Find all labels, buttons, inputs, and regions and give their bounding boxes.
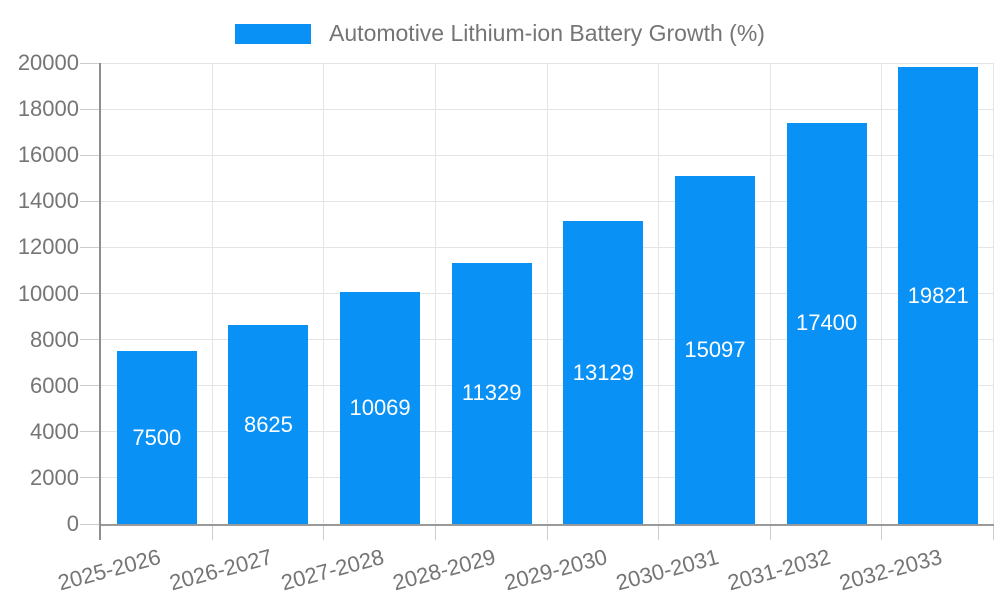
bar[interactable]: 17400 bbox=[786, 122, 867, 524]
x-gridline bbox=[323, 63, 325, 524]
bar-value-label: 10069 bbox=[349, 394, 411, 420]
legend-swatch bbox=[235, 23, 312, 44]
y-gridline bbox=[101, 431, 994, 433]
bar[interactable]: 8625 bbox=[228, 325, 309, 524]
bar-value-label: 19821 bbox=[907, 282, 969, 308]
bar-value-label: 17400 bbox=[795, 310, 858, 336]
x-tick bbox=[881, 526, 883, 540]
y-axis-tick-label: 10000 bbox=[17, 280, 79, 306]
x-gridline bbox=[658, 63, 660, 524]
y-gridline bbox=[101, 246, 994, 248]
plot-area: 7500 8625 10069 11329 13129 15097 17400 19821 bbox=[80, 62, 994, 540]
y-tick bbox=[80, 108, 99, 110]
y-axis-tick-extension bbox=[99, 524, 101, 540]
bar-value-label: 11329 bbox=[461, 380, 522, 406]
bar[interactable]: 19821 bbox=[898, 67, 979, 524]
plot-right-border bbox=[993, 63, 994, 524]
y-tick bbox=[80, 477, 99, 479]
x-tick bbox=[323, 526, 325, 540]
bar[interactable]: 7500 bbox=[116, 351, 197, 524]
bar[interactable]: 11329 bbox=[451, 262, 532, 524]
y-gridline bbox=[101, 154, 994, 156]
chart-legend[interactable]: Automotive Lithium-ion Battery Growth (%… bbox=[0, 20, 1000, 47]
y-tick bbox=[80, 385, 99, 387]
bar[interactable]: 10069 bbox=[340, 291, 421, 524]
y-tick bbox=[80, 62, 99, 64]
y-tick bbox=[80, 431, 99, 433]
y-axis-tick-label: 0 bbox=[66, 511, 79, 536]
y-tick bbox=[80, 339, 99, 341]
x-gridline bbox=[546, 63, 548, 524]
y-tick bbox=[80, 154, 99, 156]
x-gridline bbox=[434, 63, 436, 524]
y-axis-tick-label: 20000 bbox=[17, 50, 79, 75]
y-gridline bbox=[101, 339, 994, 341]
y-tick bbox=[80, 523, 99, 525]
y-axis-tick-label: 18000 bbox=[17, 96, 79, 122]
y-gridline bbox=[101, 385, 994, 387]
bar-value-label: 8625 bbox=[243, 411, 293, 437]
y-gridline bbox=[101, 293, 994, 294]
y-gridline bbox=[101, 200, 994, 202]
bar[interactable]: 13129 bbox=[563, 221, 644, 524]
y-axis-tick-label: 8000 bbox=[30, 326, 79, 352]
bar-value-label: 7500 bbox=[132, 424, 182, 450]
x-tick bbox=[769, 526, 771, 540]
x-gridline bbox=[881, 63, 883, 524]
y-axis-tick-label: 4000 bbox=[30, 418, 79, 444]
y-tick bbox=[80, 200, 99, 202]
x-tick bbox=[546, 526, 548, 540]
bar-value-label: 13129 bbox=[572, 359, 634, 385]
bar-value-label: 15097 bbox=[684, 337, 746, 362]
y-gridline bbox=[101, 62, 994, 64]
y-gridline bbox=[101, 108, 994, 110]
y-axis-tick-label: 2000 bbox=[30, 464, 79, 490]
x-tick bbox=[658, 526, 660, 540]
y-axis-tick-label: 6000 bbox=[30, 372, 79, 398]
bar[interactable]: 15097 bbox=[674, 176, 755, 524]
x-tick bbox=[434, 526, 436, 540]
y-axis-tick-label: 16000 bbox=[17, 142, 79, 168]
x-tick bbox=[993, 526, 994, 540]
x-gridline bbox=[769, 63, 771, 524]
x-gridline bbox=[211, 63, 213, 524]
y-tick bbox=[80, 293, 99, 294]
x-tick bbox=[211, 526, 213, 540]
legend-label: Automotive Lithium-ion Battery Growth (%… bbox=[329, 20, 765, 46]
y-axis-tick-label: 14000 bbox=[17, 188, 79, 214]
y-axis-tick-label: 12000 bbox=[17, 234, 79, 260]
y-tick bbox=[80, 246, 99, 248]
y-gridline bbox=[101, 477, 994, 479]
